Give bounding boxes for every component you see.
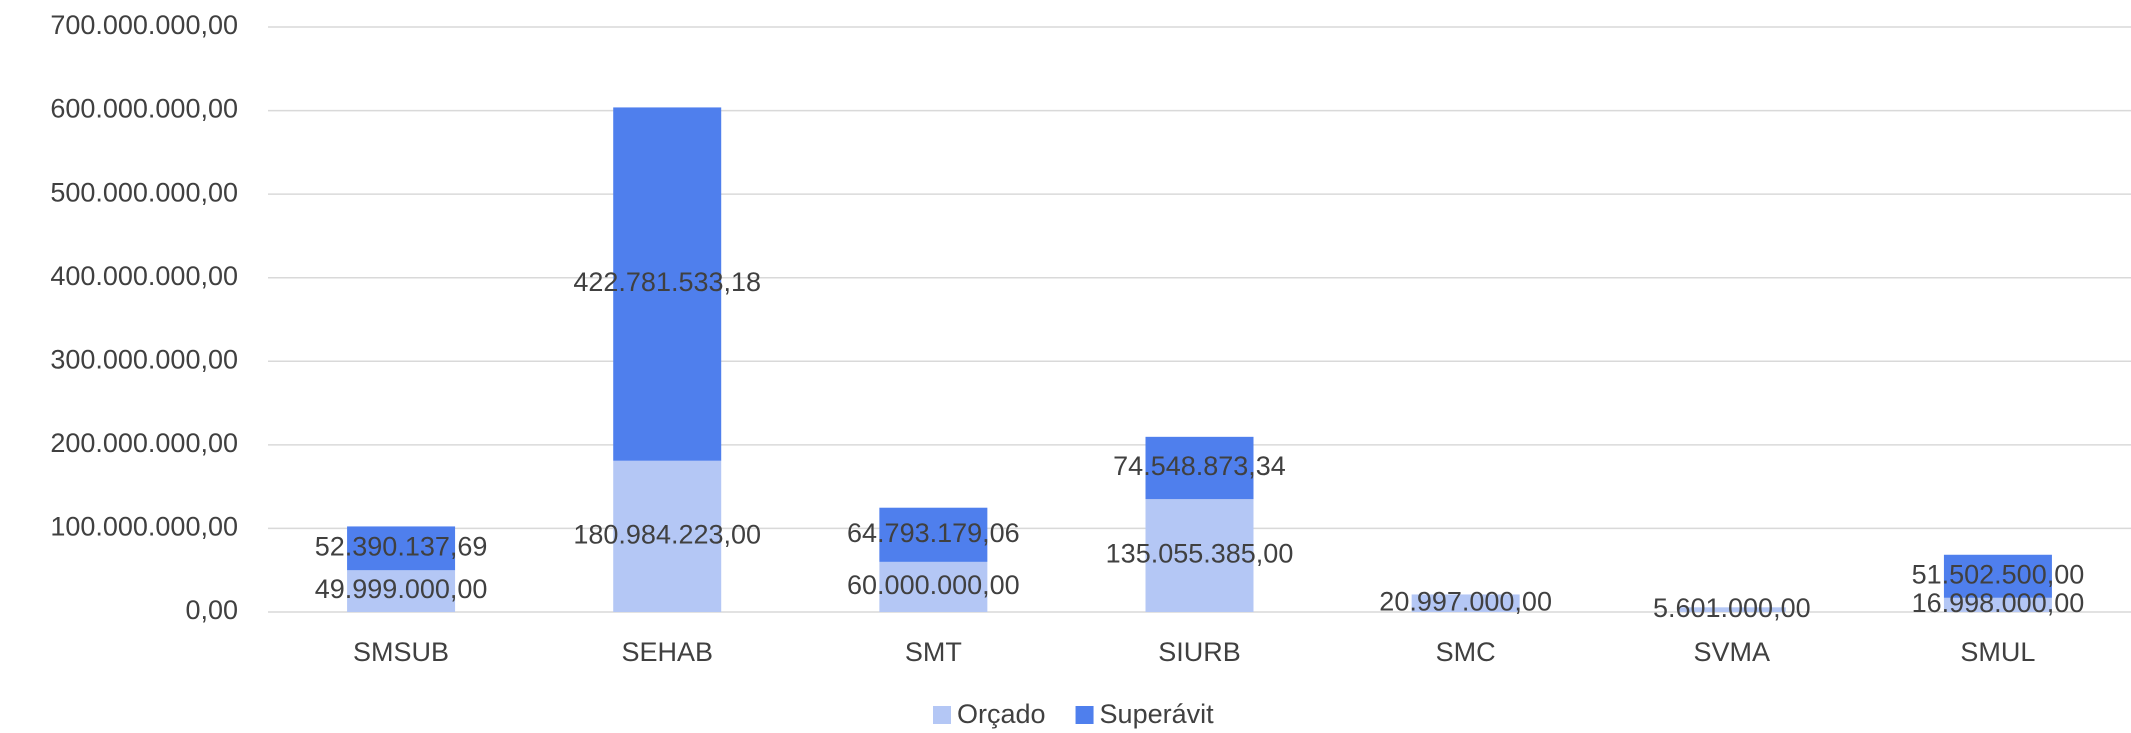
y-tick-label: 600.000.000,00 — [50, 94, 238, 124]
y-tick-label: 500.000.000,00 — [50, 177, 238, 207]
x-tick-label: SMSUB — [353, 637, 449, 667]
data-label: 135.055.385,00 — [1106, 539, 1294, 569]
y-tick-label: 0,00 — [185, 595, 238, 625]
bar-segment — [613, 107, 722, 461]
data-label: 5.601.000,00 — [1653, 593, 1811, 623]
x-tick-label: SVMA — [1694, 637, 1771, 667]
bar-segment — [1943, 554, 2052, 598]
y-tick-label: 700.000.000,00 — [50, 10, 238, 40]
data-label: 64.793.179,06 — [847, 518, 1020, 548]
data-label: 422.781.533,18 — [573, 267, 761, 297]
legend-label: Orçado — [957, 699, 1046, 729]
bar-segment — [347, 570, 456, 612]
x-tick-label: SEHAB — [621, 637, 713, 667]
data-label: 51.502.500,00 — [1912, 559, 2085, 589]
x-tick-label: SMT — [905, 637, 962, 667]
legend-swatch — [933, 706, 951, 724]
x-tick-label: SMC — [1436, 637, 1496, 667]
legend-swatch — [1075, 706, 1094, 724]
bar-segment — [613, 460, 722, 612]
data-label: 49.999.000,00 — [315, 574, 488, 604]
data-label: 16.998.000,00 — [1912, 588, 2085, 618]
x-tick-label: SMUL — [1960, 637, 2035, 667]
legend-label: Superávit — [1100, 699, 1215, 729]
y-tick-label: 300.000.000,00 — [50, 344, 238, 374]
data-label: 52.390.137,69 — [315, 531, 488, 561]
bar-segment — [347, 526, 456, 571]
bar-segment — [1145, 436, 1254, 500]
y-tick-label: 400.000.000,00 — [50, 261, 238, 291]
bar-segment — [1411, 594, 1520, 612]
data-label: 60.000.000,00 — [847, 570, 1020, 600]
bar-segment — [879, 507, 988, 562]
y-tick-label: 200.000.000,00 — [50, 428, 238, 458]
data-label: 20.997.000,00 — [1379, 586, 1552, 616]
bar-segment — [879, 561, 988, 612]
bar-segment — [1145, 499, 1254, 612]
x-tick-label: SIURB — [1158, 637, 1241, 667]
y-tick-label: 100.000.000,00 — [50, 512, 238, 542]
bar-segment — [1677, 607, 1786, 612]
bar-segment — [1943, 597, 2052, 612]
data-label: 74.548.873,34 — [1113, 451, 1286, 481]
data-label: 180.984.223,00 — [573, 519, 761, 549]
